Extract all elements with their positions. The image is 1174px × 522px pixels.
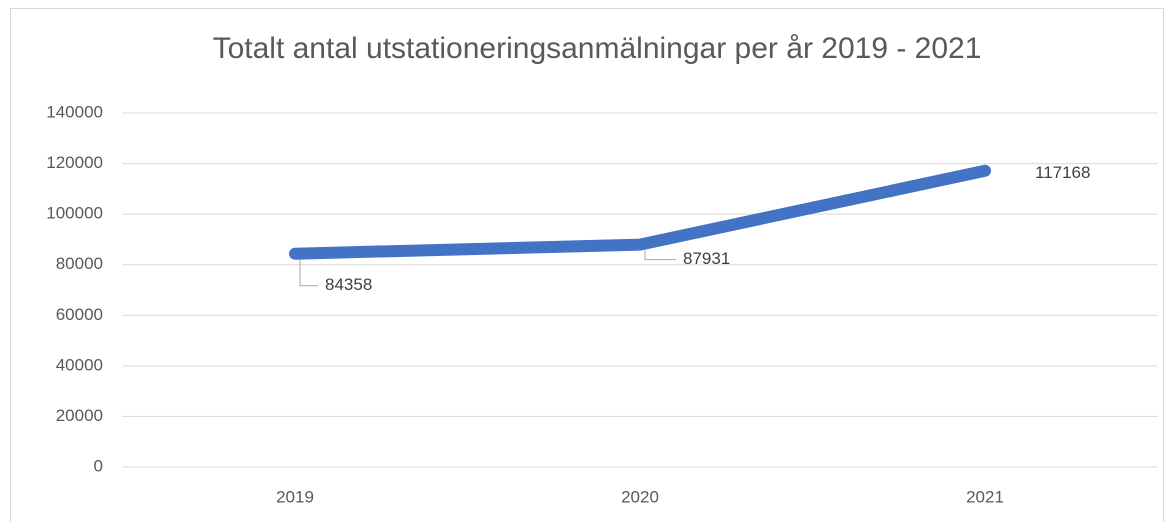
y-tick-label: 100000: [46, 204, 103, 223]
leader-line: [299, 259, 318, 287]
chart-frame: [10, 8, 1164, 522]
y-tick-label: 0: [94, 456, 103, 475]
x-tick-label: 2019: [276, 487, 314, 506]
y-tick-label: 140000: [46, 102, 103, 121]
x-tick-label: 2021: [966, 487, 1004, 506]
y-tick-label: 20000: [56, 406, 103, 425]
leader-line: [644, 250, 676, 261]
y-tick-label: 80000: [56, 254, 103, 273]
line: [289, 164, 991, 260]
y-tick-label: 40000: [56, 355, 103, 374]
chart-title: Totalt antal utstationeringsanmälningar …: [213, 32, 982, 65]
y-tick-label: 60000: [56, 305, 103, 324]
x-tick-label: 2020: [621, 487, 659, 506]
data-label: 117168: [1035, 163, 1090, 182]
data-label: 84358: [325, 275, 372, 294]
y-tick-label: 120000: [46, 153, 103, 172]
data-label: 87931: [683, 249, 730, 268]
